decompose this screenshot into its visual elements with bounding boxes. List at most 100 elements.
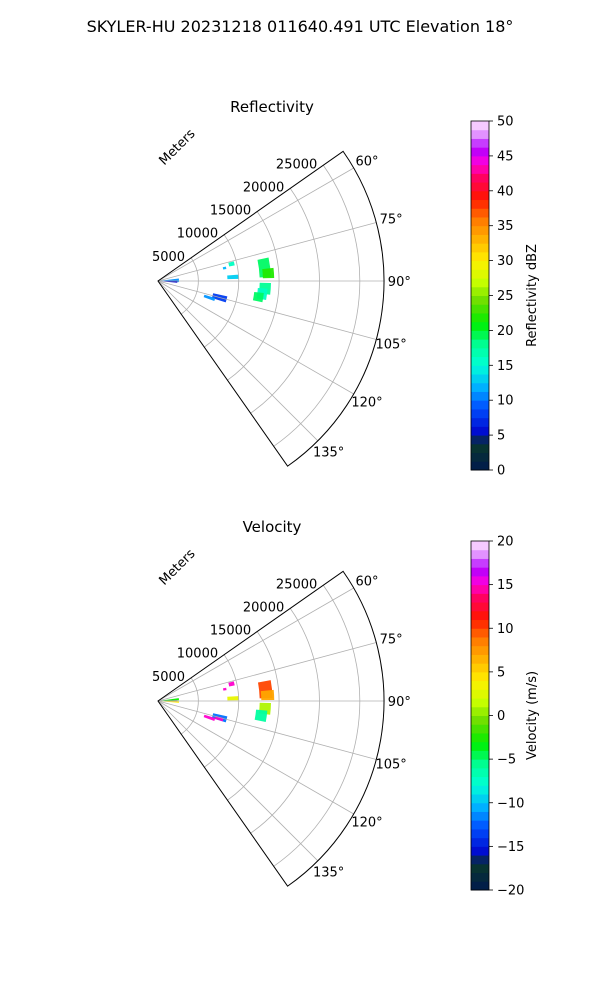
colorbar-tick-label: 10 bbox=[497, 622, 514, 637]
colorbar: −20 −15 −10 −5 0 5 10 15 20 Velocity (m/s) bbox=[470, 535, 540, 899]
colorbar-tick-label: 35 bbox=[497, 219, 514, 234]
colorbar-segment bbox=[471, 820, 489, 830]
colorbar-segment bbox=[471, 706, 489, 716]
colorbar-tick-label: 50 bbox=[497, 115, 514, 130]
radial-tick-label: 10000 bbox=[177, 647, 218, 662]
colorbar-segment bbox=[471, 628, 489, 638]
range-ring bbox=[250, 188, 320, 414]
radial-tick-label: 5000 bbox=[152, 250, 185, 265]
colorbar-tick-label: 40 bbox=[497, 184, 514, 199]
colorbar-segment bbox=[471, 645, 489, 655]
colorbar-segment bbox=[471, 190, 489, 201]
colorbar-segment bbox=[471, 759, 489, 769]
azimuth-spoke bbox=[157, 587, 354, 702]
colorbar-segment bbox=[471, 312, 489, 323]
colorbar-tick-label: 10 bbox=[497, 394, 514, 409]
colorbar-tick-label: 15 bbox=[497, 578, 514, 593]
colorbar-segment bbox=[471, 182, 489, 192]
azimuth-tick-label: 60° bbox=[355, 154, 378, 169]
grid-layer bbox=[157, 165, 384, 447]
echo-sector bbox=[254, 709, 268, 722]
colorbar-segment bbox=[471, 435, 489, 445]
colorbar-segment bbox=[471, 541, 489, 551]
range-ring bbox=[273, 165, 361, 447]
azimuth-tick-label: 90° bbox=[388, 275, 411, 290]
range-ring bbox=[227, 631, 280, 801]
echo-sector bbox=[227, 696, 239, 701]
colorbar-segment bbox=[471, 347, 489, 358]
colorbar-segment bbox=[471, 802, 489, 812]
azimuth-tick-label: 90° bbox=[388, 695, 411, 710]
colorbar-segment bbox=[471, 794, 489, 804]
echo-sector bbox=[228, 261, 235, 267]
colorbar-segment bbox=[471, 138, 489, 148]
colorbar-segment bbox=[471, 356, 489, 366]
colorbar-segment bbox=[471, 846, 489, 856]
panel-title: Velocity bbox=[243, 518, 302, 536]
azimuth-tick-label: 75° bbox=[380, 633, 403, 648]
colorbar-segment bbox=[471, 724, 489, 734]
colorbar-segment bbox=[471, 689, 489, 699]
range-ring bbox=[204, 654, 240, 768]
colorbar-tick-label: 15 bbox=[497, 359, 514, 374]
colorbar-label: Velocity (m/s) bbox=[525, 671, 540, 760]
azimuth-spoke bbox=[157, 642, 377, 702]
radial-tick-label: 20000 bbox=[243, 600, 284, 615]
colorbar-segment bbox=[471, 837, 489, 847]
colorbar-segment bbox=[471, 443, 489, 454]
colorbar-segment bbox=[471, 260, 489, 270]
azimuth-spoke bbox=[157, 167, 354, 282]
colorbar-tick-label: 5 bbox=[497, 665, 505, 680]
colorbar-segment bbox=[471, 549, 489, 559]
radial-tick-label: 25000 bbox=[276, 577, 317, 592]
colorbar-segment bbox=[471, 374, 489, 384]
colorbar-segment bbox=[471, 452, 489, 462]
colorbar-segment bbox=[471, 278, 489, 288]
azimuth-spoke bbox=[157, 700, 354, 815]
echo-sector bbox=[222, 687, 227, 691]
colorbar: 0 5 10 15 20 25 30 35 40 45 50 Reflectivity dBZ bbox=[470, 115, 540, 479]
radial-tick-label: 5000 bbox=[152, 670, 185, 685]
colorbar-segment bbox=[471, 164, 489, 174]
colorbar-segment bbox=[471, 558, 489, 568]
panel-title: Reflectivity bbox=[230, 98, 314, 116]
colorbar-segment bbox=[471, 881, 489, 891]
colorbar-segment bbox=[471, 321, 489, 331]
colorbar-segment bbox=[471, 147, 489, 157]
colorbar-segment bbox=[471, 286, 489, 296]
colorbar-segment bbox=[471, 155, 489, 166]
colorbar-label: Reflectivity dBZ bbox=[525, 244, 540, 347]
azimuth-spoke bbox=[157, 280, 354, 395]
azimuth-spoke bbox=[157, 700, 319, 862]
echo-sector bbox=[203, 714, 216, 721]
echo-sector bbox=[158, 701, 179, 703]
colorbar-segment bbox=[471, 208, 489, 218]
azimuth-tick-label: 120° bbox=[351, 816, 382, 831]
colorbar-segment bbox=[471, 654, 489, 664]
echo-sector bbox=[252, 291, 264, 303]
colorbar-tick-label: −15 bbox=[497, 840, 524, 855]
radial-axis-label: Meters bbox=[157, 126, 199, 168]
colorbar-tick-label: 5 bbox=[497, 429, 505, 444]
colorbar-segment bbox=[471, 567, 489, 577]
colorbar-segment bbox=[471, 304, 489, 314]
sector-outline bbox=[157, 150, 385, 467]
colorbar-segment bbox=[471, 417, 489, 427]
colorbar-segment bbox=[471, 391, 489, 401]
colorbar-segment bbox=[471, 330, 489, 340]
colorbar-tick-label: 25 bbox=[497, 289, 514, 304]
colorbar-segment bbox=[471, 173, 489, 183]
range-ring bbox=[273, 585, 361, 867]
figure-suptitle: SKYLER-HU 20231218 011640.491 UTC Elevat… bbox=[87, 17, 514, 36]
colorbar-tick-label: 45 bbox=[497, 149, 514, 164]
colorbar-tick-label: −10 bbox=[497, 796, 524, 811]
radial-tick-label: 15000 bbox=[210, 204, 251, 219]
azimuth-spoke bbox=[157, 222, 377, 282]
colorbar-segment bbox=[471, 234, 489, 244]
echo-sector bbox=[262, 267, 275, 279]
colorbar-tick-label: −5 bbox=[497, 753, 516, 768]
colorbar-segment bbox=[471, 461, 489, 471]
colorbar-segment bbox=[471, 243, 489, 253]
colorbar-segment bbox=[471, 251, 489, 262]
